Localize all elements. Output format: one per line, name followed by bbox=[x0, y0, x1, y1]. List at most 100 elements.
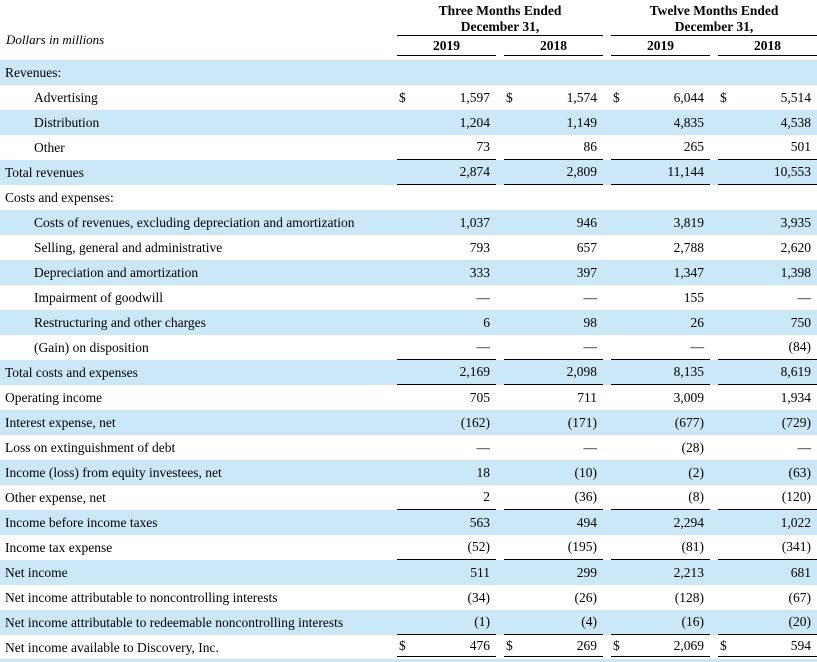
value-cell: (26) bbox=[574, 589, 598, 605]
table-header: Dollars in millions Three Months Ended D… bbox=[0, 0, 817, 60]
value-cell: 2,788 bbox=[673, 239, 704, 255]
value-cell bbox=[603, 60, 710, 85]
value-cell: (28) bbox=[681, 439, 705, 455]
value-cell: $5,514 bbox=[720, 89, 811, 105]
value-cell: (67) bbox=[788, 589, 812, 605]
value-cell: (63) bbox=[788, 464, 812, 480]
value-cell: (729) bbox=[781, 414, 811, 430]
value-cell: 2,213 bbox=[673, 564, 704, 580]
table-row: Operating income 705 711 3,009 1,934 bbox=[0, 385, 817, 410]
value-cell: 946 bbox=[576, 214, 597, 230]
next-row-partial-strip bbox=[0, 659, 817, 662]
value-cell: 2,874 bbox=[389, 160, 496, 185]
row-label: Total costs and expenses bbox=[5, 364, 138, 380]
year-column-header: 2018 bbox=[710, 36, 817, 60]
value-cell: 8,135 bbox=[603, 360, 710, 385]
value-cell: 18 bbox=[476, 464, 491, 480]
value-cell: 299 bbox=[576, 564, 597, 580]
table-row: Revenues: bbox=[0, 60, 817, 85]
value-cell: (52) bbox=[389, 535, 496, 560]
value-cell: (128) bbox=[674, 589, 704, 605]
value-cell: 4,538 bbox=[780, 114, 811, 130]
value-cell: 10,553 bbox=[710, 160, 817, 185]
table-row: Impairment of goodwill — — 155 — bbox=[0, 285, 817, 310]
table-row: Depreciation and amortization 333 397 1,… bbox=[0, 260, 817, 285]
row-label: Revenues: bbox=[5, 64, 62, 80]
value-cell: — bbox=[389, 335, 496, 360]
dollar-sign: $ bbox=[613, 89, 620, 105]
table-row: Loss on extinguishment of debt — — (28) … bbox=[0, 435, 817, 460]
group-title-line1: Twelve Months Ended bbox=[649, 3, 779, 19]
value-cell: 3,009 bbox=[673, 389, 704, 405]
value-cell bbox=[710, 185, 817, 210]
value-cell: — bbox=[496, 335, 603, 360]
row-label: Costs and expenses: bbox=[5, 189, 114, 205]
value-cell bbox=[496, 185, 603, 210]
units-label: Dollars in millions bbox=[6, 32, 105, 47]
value-cell: 3,935 bbox=[780, 214, 811, 230]
dollar-sign: $ bbox=[399, 89, 406, 105]
group-title-line2: December 31, bbox=[674, 19, 754, 35]
dollar-sign: $ bbox=[399, 637, 406, 653]
value-cell: 333 bbox=[469, 264, 490, 280]
value-cell: (4) bbox=[496, 610, 603, 635]
table-row: Net income 511 299 2,213 681 bbox=[0, 560, 817, 585]
value-cell: 1,347 bbox=[673, 264, 704, 280]
value-cell: 705 bbox=[469, 389, 490, 405]
value-cell: 6 bbox=[483, 314, 490, 330]
value-cell: 501 bbox=[710, 135, 817, 160]
value-cell: $269 bbox=[496, 635, 603, 660]
value-cell: (162) bbox=[460, 414, 490, 430]
value-cell bbox=[496, 60, 603, 85]
value-cell: (81) bbox=[603, 535, 710, 560]
value-cell: 3,819 bbox=[673, 214, 704, 230]
value-cell: 397 bbox=[576, 264, 597, 280]
table-row: Other 73 86 265 501 bbox=[0, 135, 817, 160]
value-cell: (16) bbox=[603, 610, 710, 635]
row-label: Other expense, net bbox=[5, 489, 106, 505]
row-label: (Gain) on disposition bbox=[34, 339, 149, 355]
value-cell: 86 bbox=[496, 135, 603, 160]
table-row: Interest expense, net (162) (171) (677) … bbox=[0, 410, 817, 435]
row-label: Net income attributable to redeemable no… bbox=[5, 614, 344, 630]
value-cell: (2) bbox=[688, 464, 704, 480]
row-label: Net income bbox=[5, 564, 68, 580]
value-cell: (1) bbox=[389, 610, 496, 635]
table-row: Distribution 1,204 1,149 4,835 4,538 bbox=[0, 110, 817, 135]
table-row: Income before income taxes 563 494 2,294… bbox=[0, 510, 817, 535]
year-column-header: 2019 bbox=[389, 36, 496, 60]
row-label: Net income available to Discovery, Inc. bbox=[5, 639, 219, 655]
table-row: Other expense, net 2 (36) (8) (120) bbox=[0, 485, 817, 510]
value-cell: (8) bbox=[603, 485, 710, 510]
value-cell: — bbox=[476, 439, 491, 455]
table-row: Income tax expense (52) (195) (81) (341) bbox=[0, 535, 817, 560]
table-row: Costs and expenses: bbox=[0, 185, 817, 210]
row-label: Total revenues bbox=[5, 164, 84, 180]
value-cell: — bbox=[797, 289, 812, 305]
dollar-sign: $ bbox=[720, 637, 727, 653]
value-cell: 750 bbox=[790, 314, 811, 330]
dollar-sign: $ bbox=[506, 89, 513, 105]
value-cell: 1,398 bbox=[780, 264, 811, 280]
group-title-line1: Three Months Ended bbox=[438, 3, 562, 19]
value-cell: (20) bbox=[710, 610, 817, 635]
dollar-sign: $ bbox=[506, 637, 513, 653]
value-cell: 2,620 bbox=[780, 239, 811, 255]
column-group-twelve-months: Twelve Months Ended December 31, bbox=[611, 0, 817, 36]
value-cell: 265 bbox=[603, 135, 710, 160]
dollar-sign: $ bbox=[720, 89, 727, 105]
year-column-header: 2019 bbox=[603, 36, 710, 60]
dollar-sign: $ bbox=[613, 637, 620, 653]
value-cell: 793 bbox=[469, 239, 490, 255]
value-cell: 563 bbox=[469, 514, 490, 530]
value-cell: 1,934 bbox=[780, 389, 811, 405]
row-label: Advertising bbox=[34, 89, 98, 105]
value-cell: — bbox=[603, 335, 710, 360]
value-cell bbox=[710, 60, 817, 85]
value-cell: $1,574 bbox=[506, 89, 597, 105]
value-cell: 681 bbox=[790, 564, 811, 580]
row-label: Impairment of goodwill bbox=[34, 289, 163, 305]
value-cell: 4,835 bbox=[673, 114, 704, 130]
value-cell bbox=[603, 185, 710, 210]
